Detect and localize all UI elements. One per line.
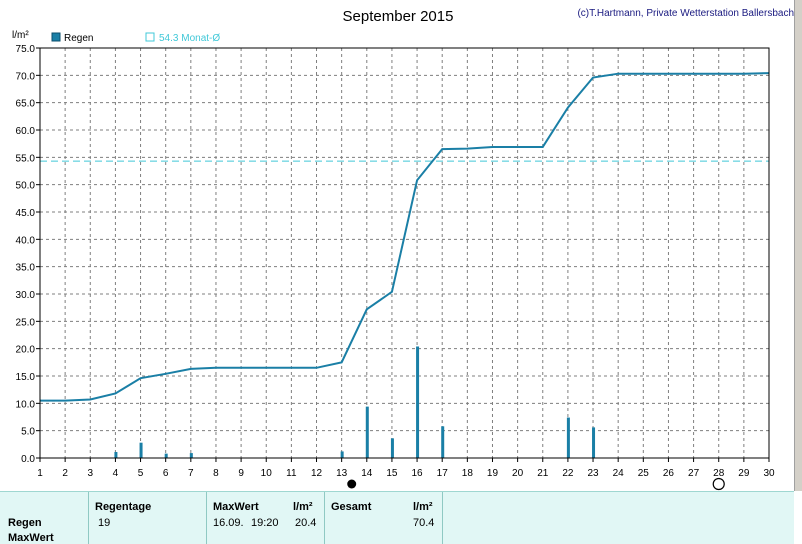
x-axis-ticks: 1 2 3 4 5 6 7 8 9 10 11 12 13 14 15 16 17 18 19 20 21 22 23 24 2… <box>37 458 775 479</box>
rain-bar <box>340 451 344 458</box>
y-tick-label: 35.0 <box>16 263 36 274</box>
y-tick-label: 50.0 <box>16 181 36 192</box>
y-tick-label: 40.0 <box>16 235 36 246</box>
y-tick-label: 45.0 <box>16 208 36 219</box>
y-tick-label: 25.0 <box>16 317 36 328</box>
regentage-header: Regentage <box>95 501 152 513</box>
x-tick-label: 21 <box>537 468 549 479</box>
gesamt-unit: l/m² <box>413 501 433 513</box>
gesamt-header: Gesamt <box>331 501 372 513</box>
rain-bar <box>566 417 570 458</box>
x-tick-label: 11 <box>286 468 297 479</box>
legend-avg-label: 54.3 Monat-Ø <box>159 33 220 44</box>
x-tick-label: 5 <box>138 468 144 479</box>
x-tick-label: 8 <box>213 468 219 479</box>
panel-divider <box>324 492 325 544</box>
y-tick-label: 15.0 <box>16 372 36 383</box>
maxwert-value: 20.4 <box>295 517 317 529</box>
maxwert-time: 19:20 <box>251 517 279 529</box>
maxwert-date: 16.09. <box>213 517 244 529</box>
new-moon-icon <box>347 479 357 489</box>
x-tick-label: 15 <box>386 468 398 479</box>
legend-regen-label: Regen <box>64 33 93 44</box>
x-tick-label: 10 <box>261 468 273 479</box>
x-tick-label: 20 <box>512 468 524 479</box>
rain-bar <box>164 453 168 458</box>
x-tick-label: 24 <box>613 468 625 479</box>
y-tick-label: 70.0 <box>16 71 36 82</box>
y-axis-unit: l/m² <box>12 30 29 41</box>
x-tick-label: 18 <box>462 468 474 479</box>
x-tick-label: 9 <box>238 468 244 479</box>
rain-bar <box>390 438 394 458</box>
statistics-panel: Regen MaxWert Regentage 19 MaxWert l/m² … <box>0 491 794 544</box>
rain-bar <box>592 427 596 458</box>
chart-title: September 2015 <box>343 8 454 25</box>
x-tick-label: 22 <box>562 468 574 479</box>
rain-bars <box>114 346 596 458</box>
legend-avg-swatch <box>145 32 155 42</box>
rain-bar <box>114 451 118 458</box>
x-tick-label: 7 <box>188 468 194 479</box>
row-label-regen: Regen <box>8 517 42 529</box>
y-axis-ticks: 0.0 5.0 10.0 15.0 20.0 25.0 30.0 35.0 40.0 45.0 50… <box>16 44 40 465</box>
x-tick-label: 4 <box>113 468 119 479</box>
grid <box>40 48 769 458</box>
rain-bar <box>365 406 369 458</box>
copyright-text: (c)T.Hartmann, Private Wetterstation Bal… <box>577 8 794 19</box>
rain-bar <box>441 426 445 458</box>
panel-divider <box>88 492 89 544</box>
regentage-value: 19 <box>98 517 111 529</box>
moon-phases <box>347 477 725 491</box>
x-tick-label: 27 <box>688 468 700 479</box>
x-tick-label: 17 <box>437 468 449 479</box>
legend-regen-swatch <box>51 32 61 42</box>
y-tick-label: 0.0 <box>21 454 35 465</box>
x-tick-label: 6 <box>163 468 169 479</box>
maxwert-unit: l/m² <box>293 501 313 513</box>
rain-chart: September 2015 (c)T.Hartmann, Private We… <box>12 8 794 491</box>
y-tick-label: 20.0 <box>16 345 36 356</box>
x-tick-label: 13 <box>336 468 348 479</box>
y-tick-label: 55.0 <box>16 153 36 164</box>
x-tick-label: 26 <box>663 468 675 479</box>
y-tick-label: 10.0 <box>16 399 36 410</box>
x-tick-label: 30 <box>763 468 775 479</box>
x-tick-label: 3 <box>87 468 93 479</box>
gesamt-value: 70.4 <box>413 517 435 529</box>
x-tick-label: 14 <box>361 468 373 479</box>
rain-bar <box>189 453 193 458</box>
x-tick-label: 1 <box>37 468 43 479</box>
x-tick-label: 2 <box>62 468 68 479</box>
x-tick-label: 19 <box>487 468 499 479</box>
rain-bar <box>139 442 143 458</box>
y-tick-label: 65.0 <box>16 99 36 110</box>
x-tick-label: 16 <box>412 468 424 479</box>
row-label-maxwert: MaxWert <box>8 532 54 544</box>
x-tick-label: 25 <box>638 468 650 479</box>
x-tick-label: 29 <box>738 468 750 479</box>
cumulative-rain-line <box>40 72 770 402</box>
x-tick-label: 12 <box>311 468 323 479</box>
x-tick-label: 23 <box>587 468 599 479</box>
y-tick-label: 60.0 <box>16 126 36 137</box>
full-moon-icon <box>712 477 725 491</box>
y-tick-label: 75.0 <box>16 44 36 55</box>
panel-divider <box>206 492 207 544</box>
rain-bar <box>416 346 420 458</box>
y-tick-label: 5.0 <box>21 427 35 438</box>
panel-divider <box>442 492 443 544</box>
maxwert-header: MaxWert <box>213 501 259 513</box>
x-tick-label: 28 <box>713 468 725 479</box>
vertical-scrollbar[interactable] <box>794 0 802 491</box>
y-tick-label: 30.0 <box>16 290 36 301</box>
plot-frame <box>39 47 770 459</box>
